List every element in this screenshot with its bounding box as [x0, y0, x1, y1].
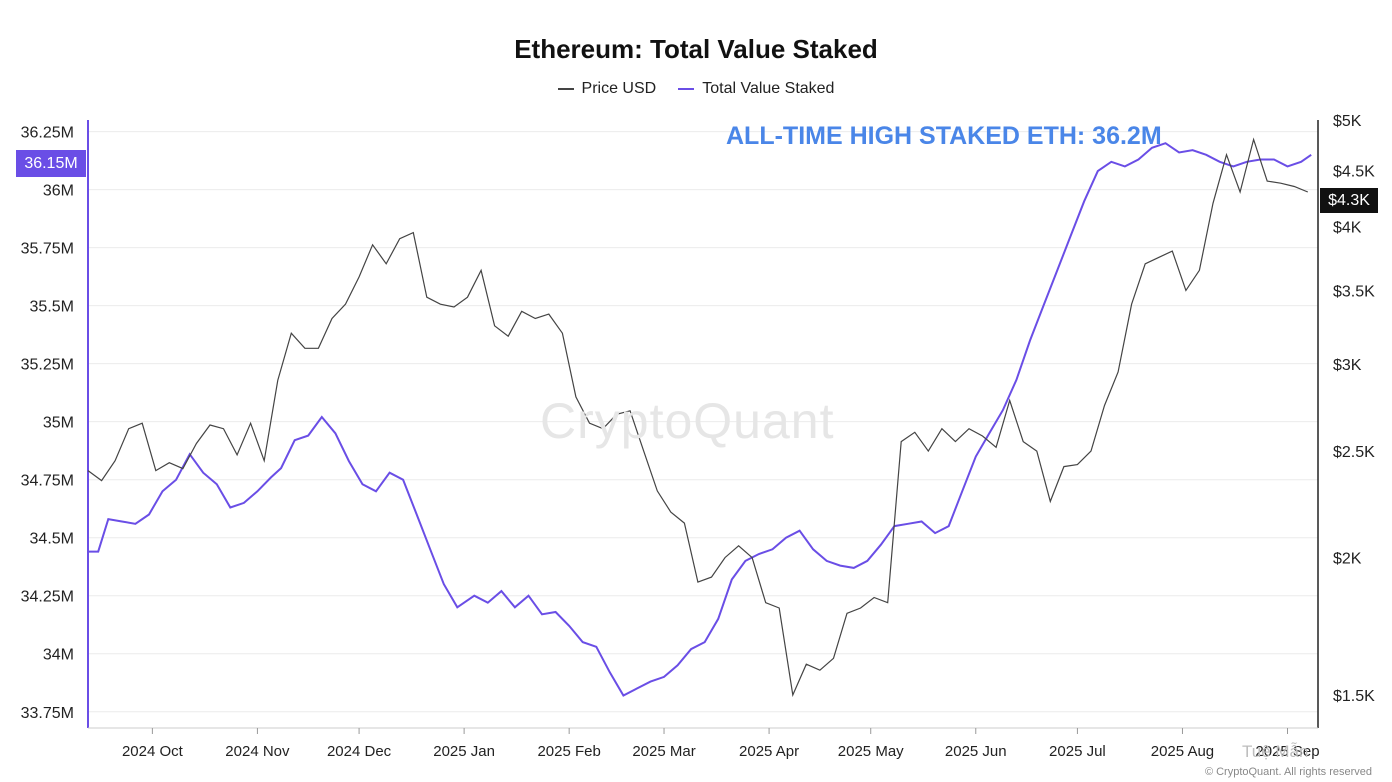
left-tick-label: 33.75M [21, 705, 74, 722]
x-tick-label: 2025 Jun [945, 743, 1007, 760]
watermark-logo: CryptoQuant [540, 393, 835, 449]
right-tick-label: $1.5K [1333, 688, 1375, 705]
left-tick-label: 34M [43, 647, 74, 664]
latest-staked-badge: 36.15M [16, 150, 86, 177]
left-tick-label: 35.25M [21, 357, 74, 374]
right-axis-ticks: $1.5K $2K $2.5K $3K $3.5K $4K $4.5K $5K [1333, 113, 1375, 705]
right-tick-label: $3.5K [1333, 283, 1375, 300]
left-tick-label: 36.25M [21, 125, 74, 142]
left-tick-label: 35M [43, 415, 74, 432]
legend-swatch-staked [678, 88, 695, 90]
legend: Price USD Total Value Staked [0, 80, 1392, 98]
legend-swatch-price [557, 88, 574, 90]
x-tick-label: 2025 Mar [632, 743, 695, 760]
right-tick-label: $4K [1333, 220, 1362, 237]
chart-title: Ethereum: Total Value Staked [514, 34, 878, 64]
x-tick-label: 2025 Sep [1255, 743, 1319, 760]
left-tick-label: 35.75M [21, 241, 74, 258]
x-tick-label: 2025 Aug [1151, 743, 1214, 760]
x-tick-label: 2025 Apr [739, 743, 799, 760]
left-axis-ticks: 33.75M 34M 34.25M 34.5M 34.75M 35M 35.25M 35.5M… [21, 125, 74, 722]
left-tick-label: 34.5M [30, 531, 74, 548]
left-tick-label: 34.75M [21, 473, 74, 490]
right-tick-label: $2K [1333, 551, 1362, 568]
x-tick-label: 2025 Feb [537, 743, 600, 760]
x-axis-ticks: 2024 Oct 2024 Nov 2024 Dec 2025 Jan 2025 Feb… [122, 728, 1320, 760]
x-tick-label: 2024 Nov [225, 743, 290, 760]
x-tick-label: 2024 Oct [122, 743, 184, 760]
series-line-price-usd [87, 137, 1309, 698]
right-tick-label: $2.5K [1333, 444, 1375, 461]
legend-label-staked: Total Value Staked [702, 80, 835, 97]
x-tick-label: 2025 Jul [1049, 743, 1106, 760]
author-watermark: Tuệ Mẫn [1242, 742, 1309, 761]
series-line-total-value-staked [88, 142, 1312, 697]
ath-annotation: ALL-TIME HIGH STAKED ETH: 36.2M [726, 122, 1162, 150]
right-tick-label: $3K [1333, 357, 1362, 374]
x-tick-label: 2025 Jan [433, 743, 495, 760]
legend-item-price: Price USD [557, 80, 657, 98]
latest-price-badge: $4.3K [1320, 188, 1378, 213]
left-tick-label: 35.5M [30, 299, 74, 316]
x-tick-label: 2025 May [838, 743, 904, 760]
left-tick-label: 34.25M [21, 589, 74, 606]
copyright-credit: © CryptoQuant. All rights reserved [1204, 766, 1372, 778]
gridlines [88, 131, 1318, 713]
left-tick-label: 36M [43, 183, 74, 200]
legend-label-price: Price USD [581, 80, 657, 97]
right-tick-label: $5K [1333, 113, 1362, 130]
right-tick-label: $4.5K [1333, 163, 1375, 180]
axes [87, 120, 1319, 729]
x-tick-label: 2024 Dec [327, 743, 392, 760]
legend-item-staked: Total Value Staked [678, 80, 834, 98]
